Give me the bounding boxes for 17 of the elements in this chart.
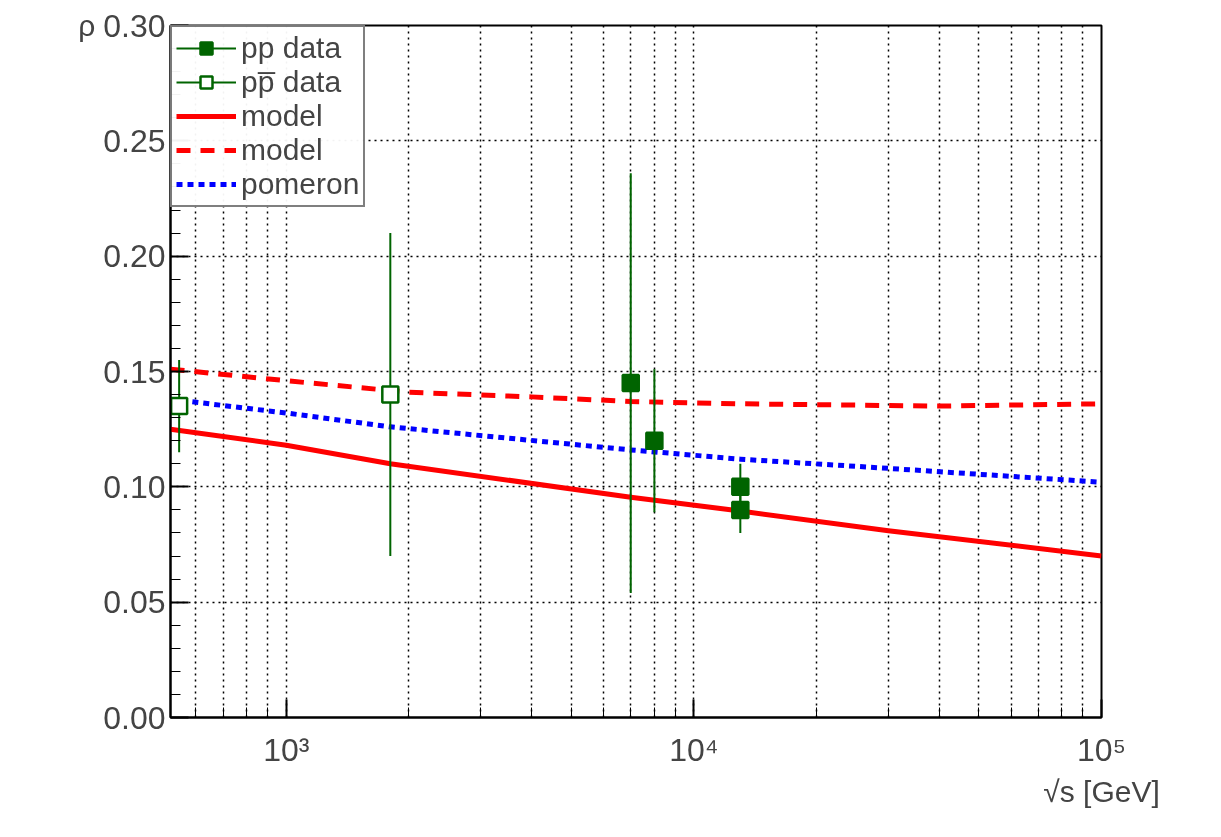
y-tick-label: 0.30 [103,7,166,44]
x-tick-label: 10⁵ [1077,731,1126,768]
legend-label: model [241,133,323,167]
legend-label: pp̅ data [241,65,342,99]
legend-label: pomeron [241,167,360,201]
legend-label: pp data [241,31,342,65]
y-tick-label: 0.15 [103,353,166,390]
y-tick-label: 0.10 [103,468,166,505]
x-tick-label: 10³ [263,731,310,768]
x-axis-title: √s [GeV] [1043,774,1160,808]
y-tick-label: 0.00 [103,699,166,736]
y-tick-label: 0.05 [103,584,166,621]
legend-label: model [241,99,323,133]
x-tick-label: 10⁴ [669,731,719,768]
y-tick-label: 0.25 [103,122,166,159]
y-axis-title: ρ [78,9,96,42]
y-tick-label: 0.20 [103,238,166,275]
